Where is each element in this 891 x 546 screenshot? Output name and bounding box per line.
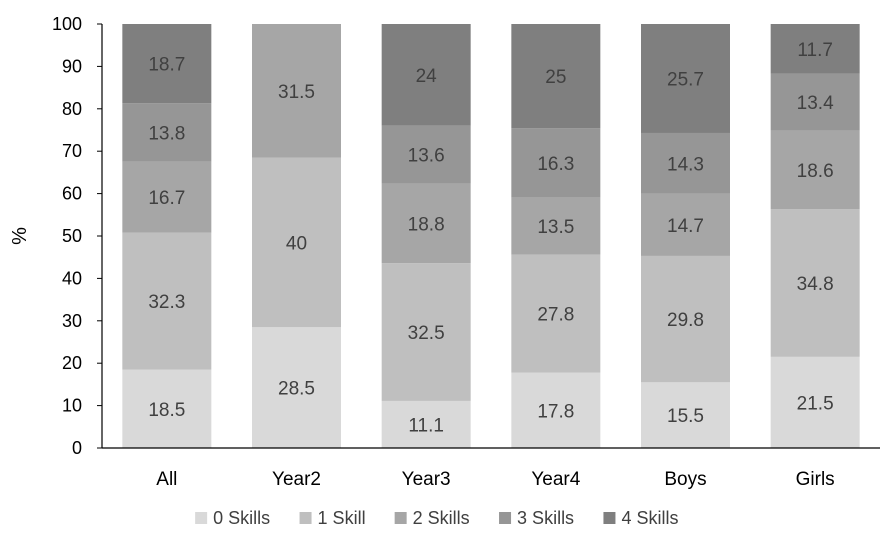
data-label: 13.4 bbox=[797, 93, 834, 114]
bar-segment bbox=[770, 73, 860, 131]
x-tick-label: Girls bbox=[796, 469, 835, 490]
bar-segment bbox=[252, 157, 341, 328]
bar-segment bbox=[122, 24, 212, 104]
bar-segment bbox=[511, 254, 601, 373]
y-tick-label: 70 bbox=[62, 141, 82, 161]
data-label: 31.5 bbox=[278, 82, 315, 103]
data-label: 25 bbox=[545, 67, 566, 88]
data-label: 18.7 bbox=[148, 55, 185, 76]
legend-label: 4 Skills bbox=[621, 508, 678, 528]
data-label: 32.3 bbox=[148, 292, 185, 313]
y-tick-label: 80 bbox=[62, 99, 82, 119]
data-label: 28.5 bbox=[278, 379, 315, 400]
bar-segment bbox=[122, 232, 212, 370]
axes: 0 10 20 30 40 50 60 70 80 90 100% All Year2 Year3 Year… bbox=[9, 14, 880, 490]
y-tick-label: 30 bbox=[62, 311, 82, 331]
bar-segment bbox=[511, 24, 601, 129]
data-label: 13.6 bbox=[408, 146, 445, 167]
data-label: 40 bbox=[286, 233, 307, 254]
bar-segment bbox=[381, 263, 471, 401]
x-tick-label: Year3 bbox=[402, 469, 451, 490]
data-label: 11.1 bbox=[408, 415, 444, 436]
data-label: 27.8 bbox=[537, 305, 574, 326]
bar-segment bbox=[511, 128, 601, 198]
x-tick-label: Year2 bbox=[272, 469, 321, 490]
y-tick-label: 40 bbox=[62, 268, 82, 288]
data-label: 18.8 bbox=[408, 214, 445, 235]
bar-segment bbox=[381, 24, 471, 126]
data-label: 13.8 bbox=[148, 124, 185, 145]
y-tick-label: 10 bbox=[62, 396, 82, 416]
bar-segment bbox=[122, 369, 212, 448]
data-label: 21.5 bbox=[797, 393, 834, 414]
legend-label: 3 Skills bbox=[517, 508, 574, 528]
y-tick-label: 90 bbox=[62, 56, 82, 76]
legend: 0 Skills 1 Skill 2 Skills 3 Skills 4 Skills bbox=[195, 508, 678, 528]
bar-segment bbox=[770, 209, 860, 357]
bar-segment bbox=[252, 327, 341, 448]
bar-segment bbox=[641, 193, 730, 256]
x-tick-label: Boys bbox=[664, 469, 706, 490]
bar-segment bbox=[252, 24, 341, 158]
data-label: 29.8 bbox=[667, 310, 704, 331]
bar-segment bbox=[122, 103, 212, 162]
bar-segment bbox=[641, 382, 730, 448]
data-label: 14.7 bbox=[667, 216, 704, 237]
y-tick-label: 20 bbox=[62, 353, 82, 373]
legend-swatch bbox=[499, 512, 512, 524]
legend-label: 2 Skills bbox=[413, 508, 470, 528]
y-tick-label: 100 bbox=[52, 14, 82, 34]
data-label: 17.8 bbox=[537, 401, 574, 422]
data-label: 11.7 bbox=[797, 40, 833, 61]
y-tick-label: 0 bbox=[72, 438, 82, 458]
data-label: 13.5 bbox=[537, 217, 574, 238]
bar-segment bbox=[641, 255, 730, 383]
bar-segment bbox=[381, 125, 471, 184]
data-label: 18.5 bbox=[148, 400, 185, 421]
y-axis-label: % bbox=[9, 227, 31, 245]
bar-segment bbox=[511, 372, 601, 448]
legend-label: 0 Skills bbox=[213, 508, 270, 528]
y-tick-label: 60 bbox=[62, 184, 82, 204]
data-label: 25.7 bbox=[667, 69, 704, 90]
x-tick-label: All bbox=[156, 469, 177, 490]
data-label: 34.8 bbox=[797, 274, 834, 295]
bar-segment bbox=[770, 130, 860, 210]
plot-area: 18.5 32.3 16.7 13.8 18.7 28.5 40 31.5 11.1 32.5 18… bbox=[122, 24, 860, 448]
bar-segment bbox=[641, 24, 730, 133]
data-label: 16.3 bbox=[537, 154, 574, 175]
bar-segment bbox=[641, 132, 730, 194]
legend-label: 1 Skill bbox=[318, 508, 366, 528]
y-tick-label: 50 bbox=[62, 226, 82, 246]
bar-segment bbox=[381, 183, 471, 264]
bar-segment bbox=[381, 400, 471, 448]
data-label: 18.6 bbox=[797, 161, 834, 182]
data-label: 15.5 bbox=[667, 406, 704, 427]
legend-swatch bbox=[299, 512, 312, 524]
legend-swatch bbox=[394, 512, 407, 524]
data-label: 16.7 bbox=[148, 188, 185, 209]
bar-segment bbox=[511, 197, 601, 255]
x-tick-label: Year4 bbox=[531, 469, 580, 490]
bar-segment bbox=[770, 24, 860, 74]
bar-segment bbox=[770, 356, 860, 448]
data-label: 32.5 bbox=[408, 323, 445, 344]
data-label: 24 bbox=[416, 66, 438, 87]
legend-swatch bbox=[603, 512, 616, 524]
legend-swatch bbox=[195, 512, 208, 524]
bar-segment bbox=[122, 161, 212, 233]
data-label: 14.3 bbox=[667, 154, 704, 175]
